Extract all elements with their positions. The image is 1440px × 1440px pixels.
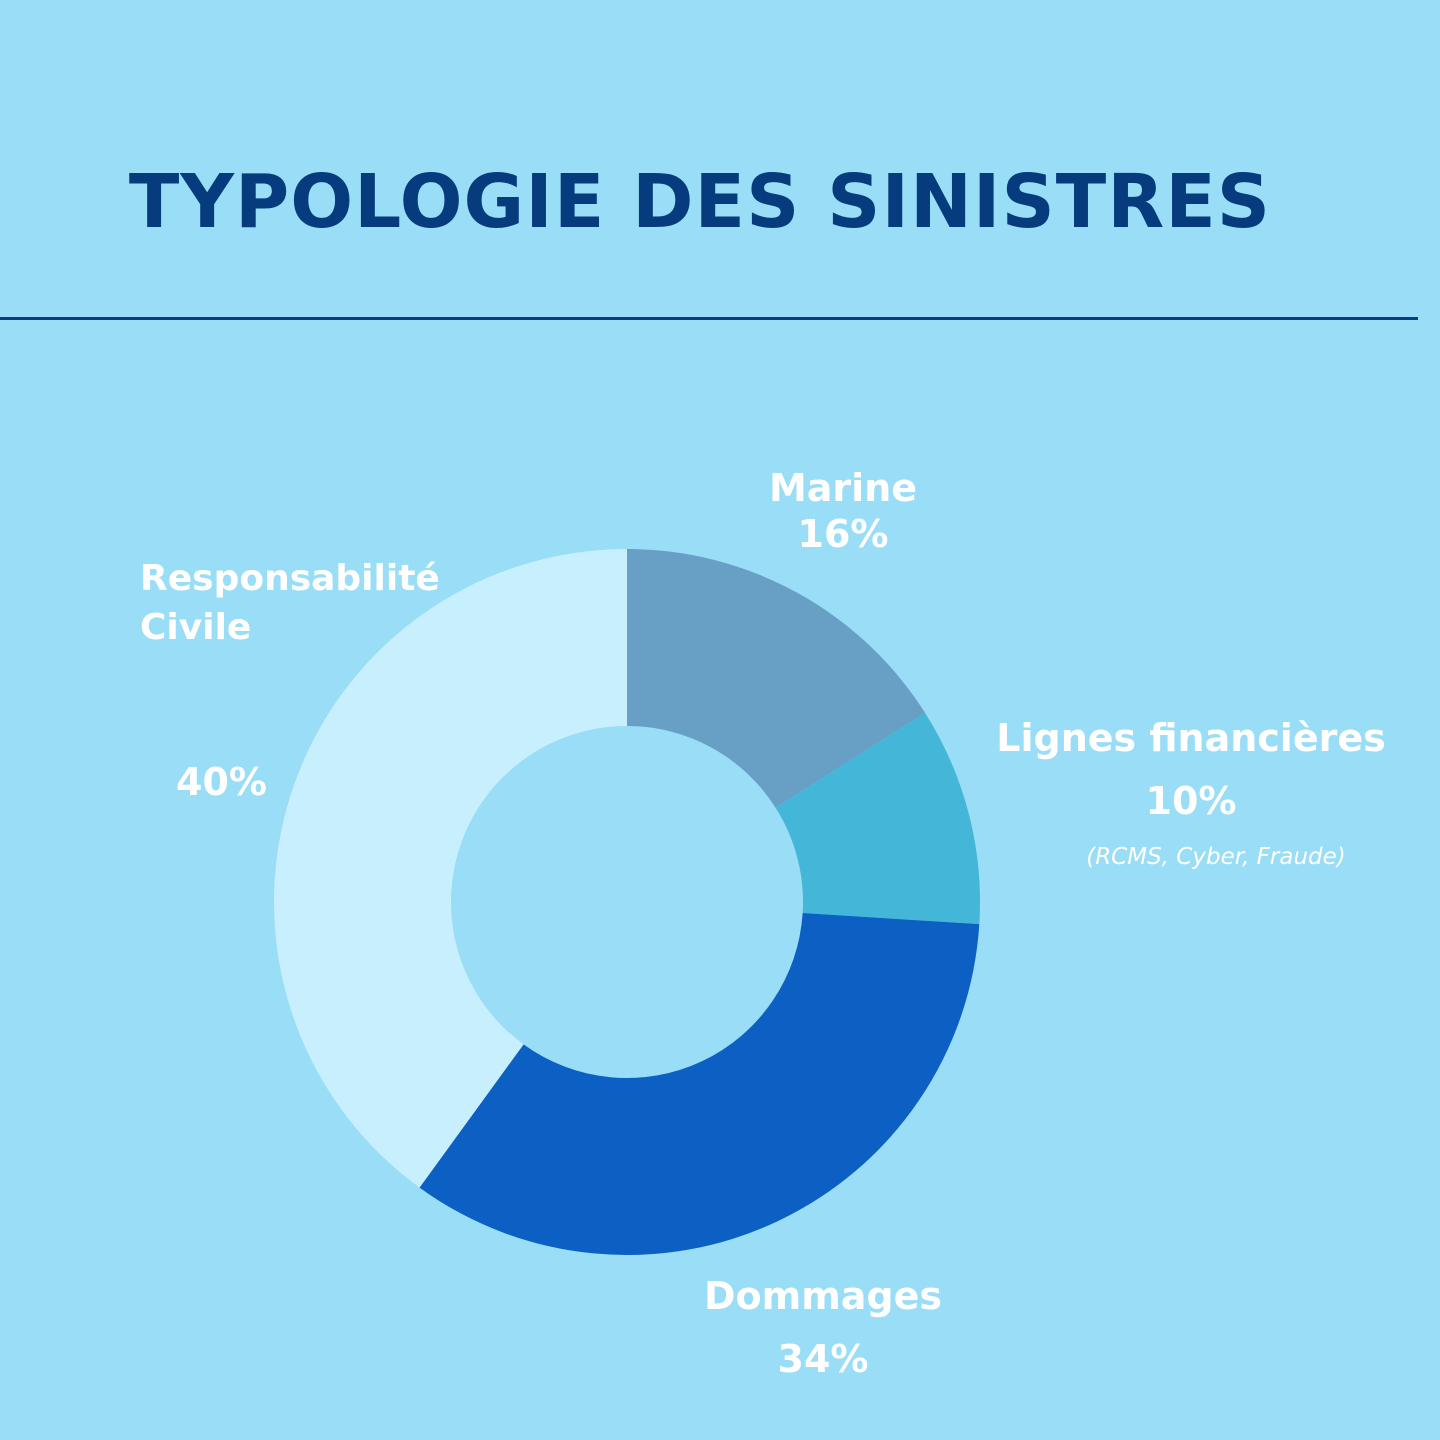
slice-value-marine: 16% (797, 511, 889, 556)
slice-name-line2-responsabilite-civile: Civile (140, 606, 252, 648)
slice-value-responsabilite-civile: 40% (176, 760, 267, 804)
slice-label-lignes-financieres: Lignes financières 10% (986, 707, 1396, 832)
slice-name-marine: Marine (768, 466, 918, 510)
slice-name-line1-responsabilite-civile: Responsabilité (140, 558, 440, 599)
slice-name-lignes-financieres: Lignes financières (996, 716, 1386, 760)
slice-dommages (419, 913, 980, 1255)
slice-name-dommages: Dommages (703, 1274, 943, 1318)
page-title: TYPOLOGIE DES SINISTRES (128, 159, 1272, 245)
slice-value-dommages: 34% (777, 1336, 869, 1381)
slice-value-lignes-financieres: 10% (1145, 778, 1237, 823)
slice-label-responsabilite-civile: Responsabilité Civile (140, 555, 440, 652)
donut-slices (274, 549, 980, 1255)
slice-lignes-financieres (775, 712, 980, 925)
slice-label-marine: Marine 16% (765, 466, 921, 557)
slice-marine (627, 549, 926, 808)
title-divider (0, 317, 1418, 320)
slice-label-dommages: Dommages 34% (700, 1265, 946, 1390)
slice-note-lignes-financieres: (RCMS, Cyber, Fraude) (1086, 844, 1346, 870)
slice-responsabilite-civile (274, 549, 627, 1188)
